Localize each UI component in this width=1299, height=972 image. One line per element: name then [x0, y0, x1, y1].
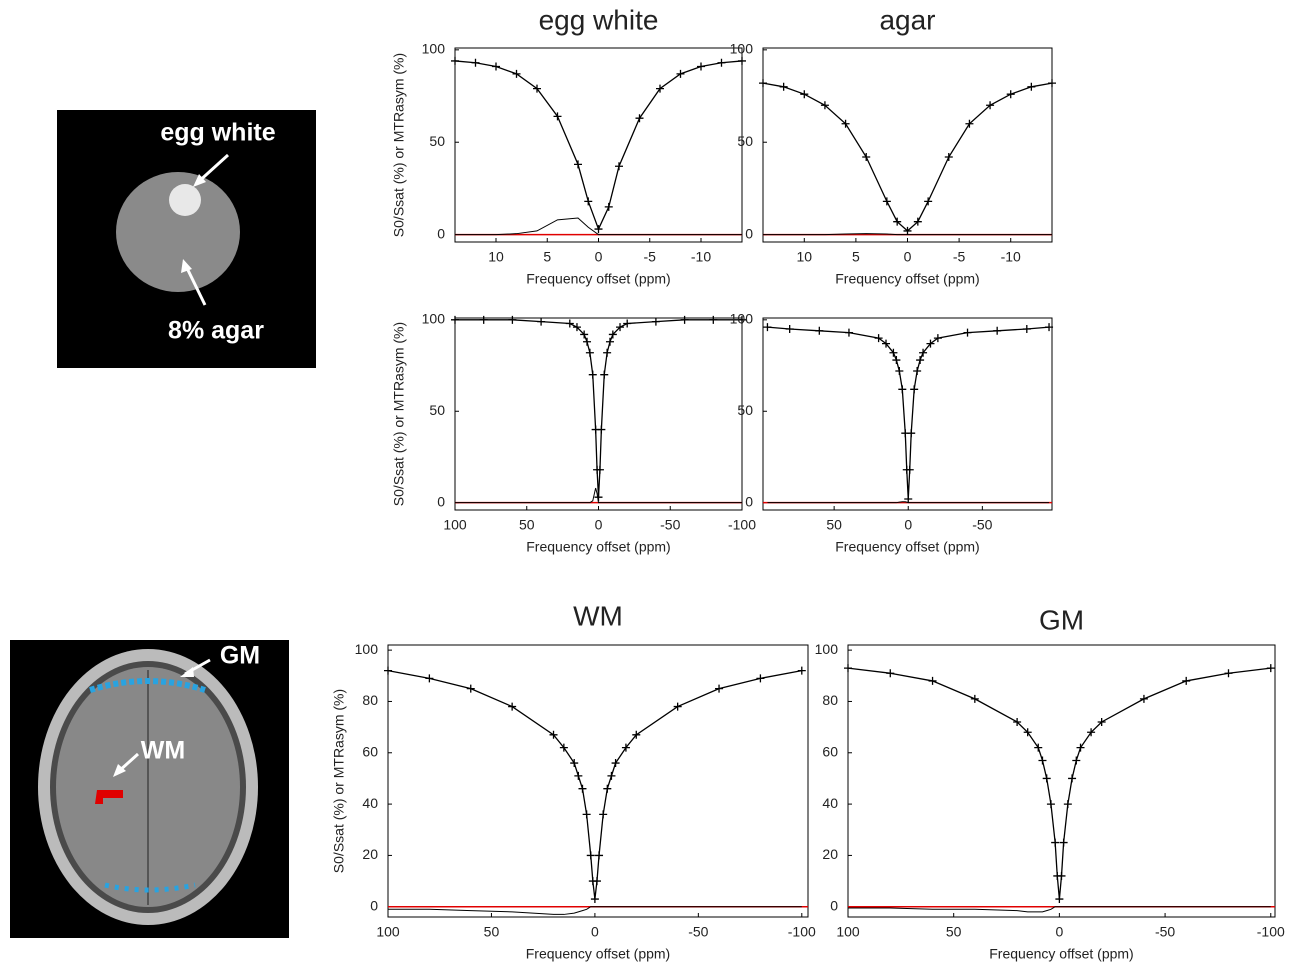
y-tick-label: 100: [422, 311, 446, 327]
x-axis-label: Frequency offset (ppm): [835, 539, 979, 555]
image-label: egg white: [160, 119, 275, 147]
plot-area: [763, 48, 1052, 242]
y-tick-label: 60: [822, 743, 838, 759]
y-tick-label: 100: [730, 311, 754, 327]
y-tick-label: 100: [730, 41, 754, 57]
x-tick-label: 50: [946, 924, 962, 940]
y-tick-label: 60: [362, 743, 378, 759]
y-tick-label: 50: [429, 402, 445, 418]
x-tick-label: 50: [826, 517, 842, 533]
y-tick-label: 50: [429, 133, 445, 149]
x-axis-label: Frequency offset (ppm): [526, 539, 670, 555]
x-tick-label: -50: [688, 924, 708, 940]
image-label: 8% agar: [168, 317, 264, 345]
y-tick-label: 0: [830, 897, 838, 913]
x-tick-label: 100: [443, 517, 467, 533]
plot: GM Frequency offset (ppm) 100 50 0 -50 -100 0 20…: [815, 604, 1285, 961]
y-tick-label: 40: [822, 795, 838, 811]
y-axis-label: S0/Ssat (%) or MTRasym (%): [391, 322, 407, 506]
x-tick-label: 100: [376, 924, 400, 940]
x-tick-label: 100: [836, 924, 860, 940]
y-tick-label: 80: [822, 692, 838, 708]
plot: WM Frequency offset (ppm) S0/Ssat (%) or M…: [331, 600, 816, 961]
x-axis-label: Frequency offset (ppm): [835, 271, 979, 287]
y-tick-label: 20: [822, 846, 838, 862]
x-axis-label: Frequency offset (ppm): [526, 946, 670, 962]
x-tick-label: -5: [953, 249, 966, 265]
chart-title: WM: [573, 600, 623, 631]
chart-title: agar: [879, 4, 935, 35]
y-tick-label: 0: [437, 225, 445, 241]
x-tick-label: -10: [1001, 249, 1021, 265]
y-tick-label: 0: [745, 225, 753, 241]
image-label: GM: [220, 642, 260, 670]
plot: Frequency offset (ppm) 50 0 -50 0 50 100: [730, 311, 1053, 555]
brain-image: GM WM: [10, 640, 289, 938]
y-tick-label: 50: [737, 133, 753, 149]
x-tick-label: -100: [1257, 924, 1285, 940]
x-tick-label: -10: [691, 249, 711, 265]
chart-title: GM: [1039, 604, 1084, 635]
x-tick-label: 50: [519, 517, 535, 533]
y-tick-label: 40: [362, 795, 378, 811]
x-tick-label: -50: [972, 517, 992, 533]
y-tick-label: 0: [370, 897, 378, 913]
y-tick-label: 0: [437, 493, 445, 509]
x-tick-label: -100: [788, 924, 816, 940]
y-tick-label: 20: [362, 846, 378, 862]
y-tick-label: 80: [362, 692, 378, 708]
x-tick-label: 10: [488, 249, 504, 265]
plot: Frequency offset (ppm) S0/Ssat (%) or MTR…: [391, 311, 757, 555]
x-tick-label: 0: [904, 517, 912, 533]
x-tick-label: 0: [595, 249, 603, 265]
plot: egg white Frequency offset (ppm) S0/Ssat (…: [391, 4, 746, 286]
x-tick-label: 0: [595, 517, 603, 533]
y-axis-label: S0/Ssat (%) or MTRasym (%): [331, 689, 347, 873]
y-tick-label: 100: [355, 641, 379, 657]
y-tick-label: 100: [815, 641, 839, 657]
plot-area: [455, 318, 742, 510]
x-tick-label: -50: [660, 517, 680, 533]
x-tick-label: 5: [543, 249, 551, 265]
x-tick-label: 0: [591, 924, 599, 940]
x-tick-label: -50: [1155, 924, 1175, 940]
plot-area: [455, 48, 742, 242]
y-tick-label: 0: [745, 493, 753, 509]
y-tick-label: 50: [737, 402, 753, 418]
x-tick-label: 0: [904, 249, 912, 265]
x-axis-label: Frequency offset (ppm): [989, 946, 1133, 962]
y-axis-label: S0/Ssat (%) or MTRasym (%): [391, 53, 407, 237]
x-tick-label: 0: [1055, 924, 1063, 940]
figure: egg white 8% agar GM WM egg white Frequen…: [0, 0, 1299, 972]
x-tick-label: 50: [484, 924, 500, 940]
x-axis-label: Frequency offset (ppm): [526, 271, 670, 287]
y-tick-label: 100: [422, 41, 446, 57]
x-tick-label: 5: [852, 249, 860, 265]
x-tick-label: 10: [796, 249, 812, 265]
phantom-image: egg white 8% agar: [57, 110, 316, 368]
image-label: WM: [141, 737, 185, 765]
x-tick-label: -5: [644, 249, 657, 265]
x-tick-label: -100: [728, 517, 756, 533]
chart-title: egg white: [539, 4, 659, 35]
